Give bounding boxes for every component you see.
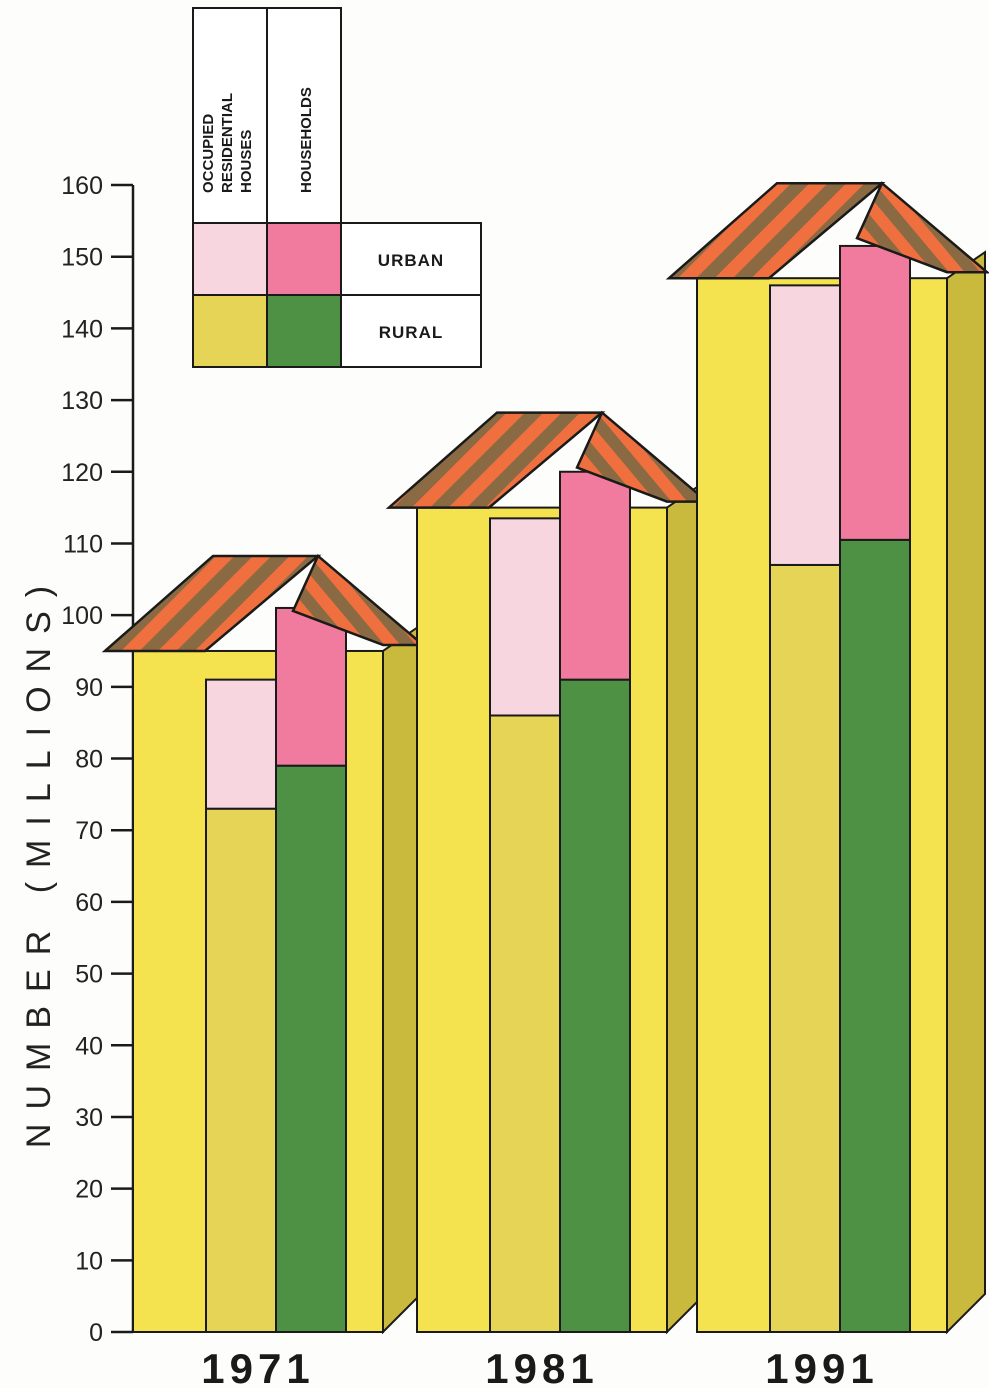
- y-tick-label: 10: [75, 1247, 103, 1275]
- y-tick-label: 40: [75, 1032, 103, 1060]
- house-bars: 1971 1981 1991: [101, 181, 989, 1388]
- year-label: 1991: [765, 1345, 878, 1388]
- y-tick-label: 150: [61, 244, 103, 272]
- bar-occupied-rural: [769, 563, 841, 1333]
- bar-households-rural: [559, 678, 631, 1333]
- y-tick-label: 70: [75, 817, 103, 845]
- y-tick-label: 0: [89, 1319, 103, 1347]
- legend-header-households: [266, 7, 342, 224]
- roof-side: [855, 181, 989, 274]
- bar-occupied-urban: [489, 517, 561, 717]
- legend-swatch-occupied: [192, 222, 268, 296]
- legend-row-label: URBAN: [378, 251, 444, 270]
- house-group: 1981: [385, 410, 711, 1388]
- legend-header-occupied: [192, 7, 268, 224]
- house-group: 1991: [665, 181, 989, 1388]
- legend-header-text: HOUSES: [238, 130, 255, 193]
- bar-households-urban: [559, 470, 631, 681]
- legend-header-text: HOUSEHOLDS: [298, 87, 315, 193]
- y-tick-label: 100: [61, 602, 103, 630]
- legend: OCCUPIED RESIDENTIAL HOUSES HOUSEHOLDS URBAN…: [192, 7, 482, 368]
- year-label: 1981: [485, 1345, 598, 1388]
- bar-households-urban: [839, 244, 911, 541]
- y-tick-label: 110: [63, 530, 103, 558]
- y-tick-label: 140: [61, 315, 103, 343]
- legend-row-cell: [340, 294, 482, 368]
- y-tick-label: 50: [75, 961, 103, 989]
- bar-occupied-urban: [769, 284, 841, 566]
- legend-row-label: RURAL: [379, 323, 444, 342]
- legend-header-text: OCCUPIED: [200, 114, 217, 193]
- y-tick-label: 120: [61, 459, 103, 487]
- y-tick-label: 80: [75, 746, 103, 774]
- house-group: 1971: [101, 553, 427, 1388]
- y-axis-label: NUMBER (MILLIONS): [20, 572, 58, 1148]
- house-side: [382, 623, 422, 1335]
- legend-swatch-households: [266, 222, 342, 296]
- y-tick-label: 90: [75, 674, 103, 702]
- y-axis: 0 10 20 30 40 50 60 70 80 90 100 110 120 130 140 150 160: [61, 172, 135, 1347]
- y-tick-label: 20: [75, 1176, 103, 1204]
- year-label: 1971: [201, 1345, 314, 1388]
- bar-occupied-rural: [489, 714, 561, 1333]
- roof-side: [575, 410, 711, 503]
- bar-households-urban: [275, 606, 347, 767]
- bar-occupied-urban: [205, 678, 277, 810]
- y-tick-label: 130: [61, 387, 103, 415]
- legend-header-text: RESIDENTIAL: [219, 93, 236, 193]
- house-side: [946, 250, 986, 1335]
- y-tick-label: 30: [75, 1104, 103, 1132]
- roof-side: [291, 553, 427, 647]
- bar-households-rural: [839, 538, 911, 1333]
- legend-swatch-households: [266, 294, 342, 368]
- legend-swatch-occupied: [192, 294, 268, 368]
- bar-households-rural: [275, 764, 347, 1333]
- bar-occupied-rural: [205, 807, 277, 1333]
- y-tick-label: 160: [61, 172, 103, 200]
- legend-row-cell: [340, 222, 482, 296]
- y-tick-label: 60: [75, 889, 103, 917]
